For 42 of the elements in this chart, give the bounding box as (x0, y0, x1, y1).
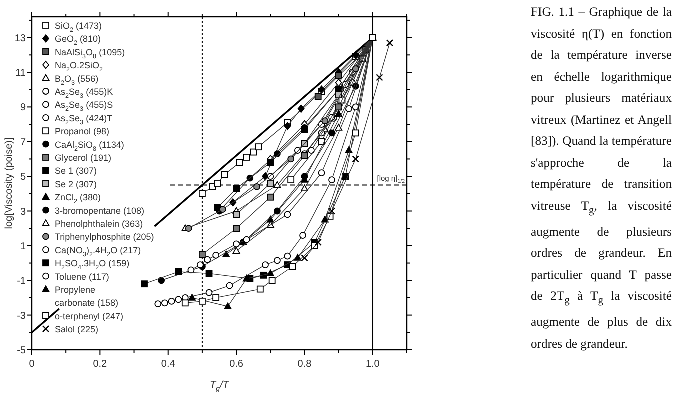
x-tick-label: 0.6 (230, 359, 244, 370)
x-tick-label: 0.8 (298, 359, 312, 370)
y-tick-label: 3 (20, 206, 26, 218)
text: FIG. 1.1 – Graphique de la viscosité η(T) en fonction de la température inverse en échelle logarithmique pour plusieurs matériaux vitreux (Martinez et Angell [83]). Quand la température s'approche de la température de transition vitreuse T$_{g}$, la viscosité augmente de plusieurs ordres de grandeur. En particulier quand T passe de 2T$_{g}$ à T$_{g}$ la viscosité augmente de plus de dix ordres de grandeur. (531, 5, 672, 351)
legend-label: Propylene carbonate (158) (55, 285, 119, 308)
y-tick-label: -5 (17, 346, 26, 356)
legend-label: Ca(NO$_{3}$)$_{2}$.4H$_{2}$O (217) (55, 245, 142, 258)
legend-label: 3-bromopentane (108) (55, 206, 145, 216)
legend-label: SiO$_{2}$ (1473) (55, 21, 102, 34)
legend-label: Toluene (117) (55, 272, 110, 282)
y-tick-label: 1 (20, 241, 26, 252)
y-tick-label: -1 (17, 276, 26, 288)
legend-label: Glycerol (191) (55, 153, 112, 163)
legend-label: Salol (225) (55, 324, 99, 335)
legend-label: Propanol (98) (55, 126, 110, 137)
y-tick-label: 7 (20, 137, 26, 148)
legend-label: H$_{2}$SO$_{4}$.3H$_{2}$O (159) (55, 258, 130, 272)
legend-label: As$_{2}$Se$_{3}$ (424)T (55, 113, 114, 126)
x-axis-title: T$_{g}$/T (210, 380, 230, 393)
x-tick-label: 0.4 (161, 359, 176, 370)
legend-label: GeO$_{2}$ (810) (55, 34, 102, 47)
y-tick-label: 13 (14, 33, 26, 44)
y-tick-label: -3 (17, 310, 26, 322)
x-tick-label: 0.2 (93, 359, 108, 370)
x-tick-label: 1.0 (366, 359, 380, 370)
legend-label: Na$_{2}$O.2SiO$_{2}$ (55, 60, 104, 74)
legend-label: Triphenylphosphite (205) (55, 232, 154, 242)
y-tick-label: 11 (16, 68, 26, 79)
legend-label: ZnCl$_{2}$ (380) (55, 192, 102, 206)
legend-label: NaAlSi$_{3}$O$_{8}$ (1095) (55, 47, 126, 60)
legend-label: As$_{2}$Se$_{3}$ (455)K (55, 87, 114, 100)
y-tick-label: 9 (20, 102, 26, 114)
legend-label: Phenolphthalein (363) (55, 219, 144, 229)
y-tick-label: 5 (20, 172, 26, 184)
y-axis-title: log[Viscosity (poise)] (4, 138, 15, 230)
legend-label: CaAl$_{2}$SiO$_{8}$ (1134) (55, 140, 124, 152)
legend-label: Se 2 (307) (55, 179, 98, 190)
legend-label: B$_{2}$O$_{3}$ (556) (55, 74, 99, 86)
legend-label: Se 1 (307) (55, 166, 98, 176)
x-tick-label: 0 (29, 359, 36, 370)
legend-label: As$_{2}$Se$_{3}$ (455)S (55, 100, 114, 113)
legend-label: o-terphenyl (247) (55, 311, 124, 322)
